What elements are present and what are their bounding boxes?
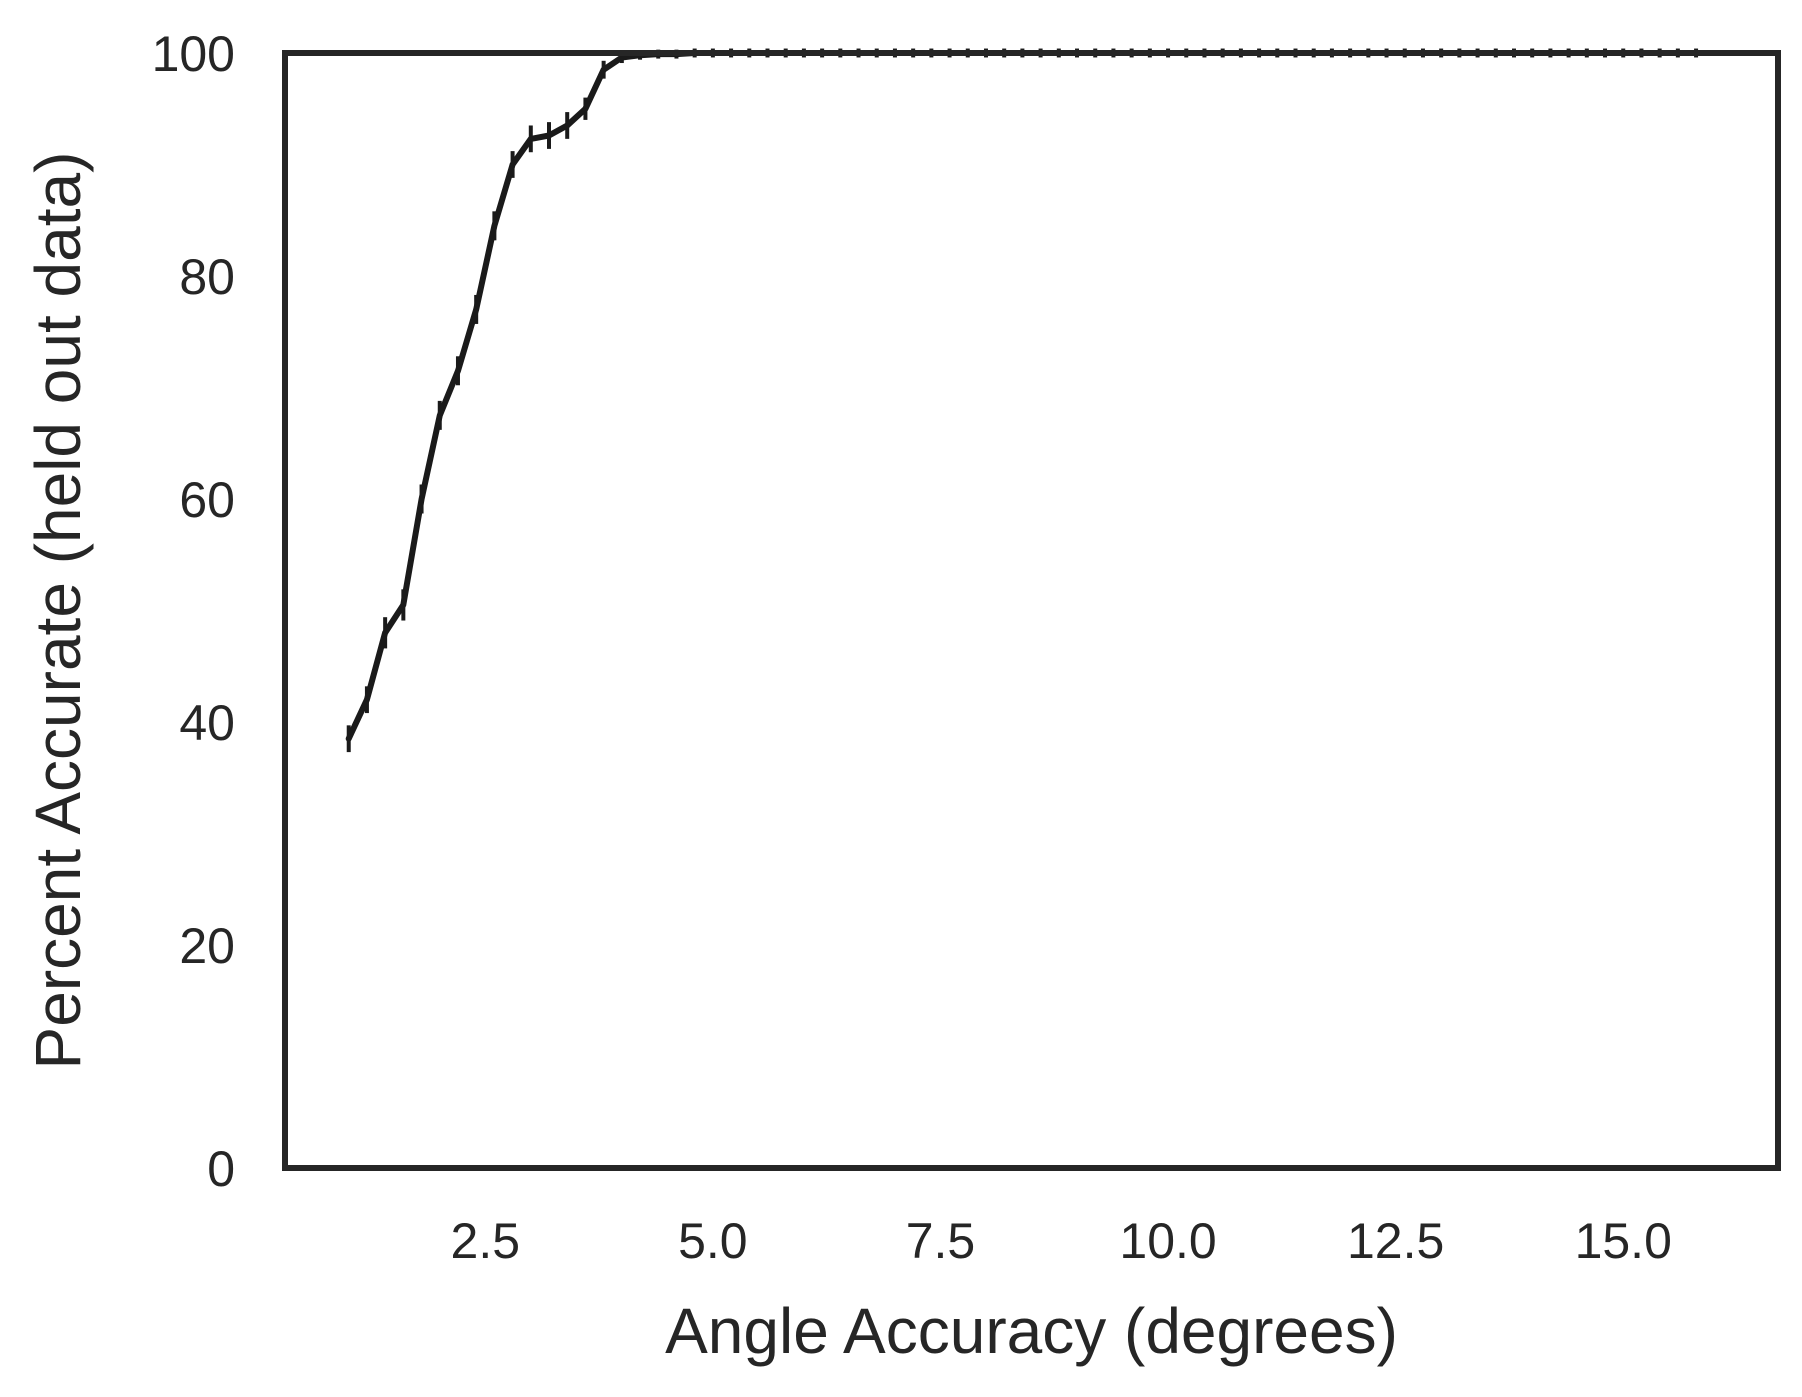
y-tick-label: 100	[152, 26, 235, 82]
y-tick-label: 0	[207, 1141, 235, 1197]
y-axis-ticks: 0 20 40 60 80 100	[152, 26, 235, 1197]
x-tick-label: 15.0	[1575, 1213, 1672, 1269]
x-axis-label: Angle Accuracy (degrees)	[665, 1295, 1398, 1367]
y-tick-label: 60	[179, 472, 235, 528]
x-axis-ticks: 2.5 5.0 7.5 10.0 12.5 15.0	[451, 1213, 1672, 1269]
plot-frame	[282, 50, 1781, 1171]
y-tick-label: 20	[179, 918, 235, 974]
x-tick-label: 12.5	[1347, 1213, 1444, 1269]
y-axis-label: Percent Accurate (held out data)	[22, 152, 94, 1070]
y-tick-label: 80	[179, 249, 235, 305]
x-tick-label: 2.5	[451, 1213, 521, 1269]
y-tick-label: 40	[179, 695, 235, 751]
x-tick-label: 5.0	[678, 1213, 748, 1269]
x-tick-label: 7.5	[906, 1213, 976, 1269]
x-tick-label: 10.0	[1119, 1213, 1216, 1269]
